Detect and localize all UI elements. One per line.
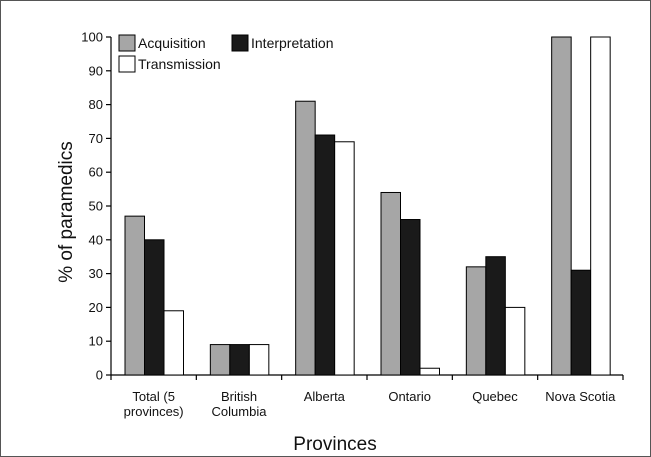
bar-transmission bbox=[248, 344, 270, 376]
bar-interpretation bbox=[570, 269, 592, 376]
x-category-label: British Columbia bbox=[212, 389, 268, 419]
x-category-label: Quebec bbox=[472, 389, 518, 404]
axes: 0 10 20 30 40 50 60 70 80 90 100 Total (5 provinces)… bbox=[81, 30, 624, 419]
x-axis-title: Provinces bbox=[293, 434, 376, 455]
bar-interpretation bbox=[485, 256, 506, 376]
y-tick-label: 30 bbox=[89, 266, 103, 281]
y-tick-label: 0 bbox=[96, 368, 103, 383]
bar-interpretation bbox=[314, 134, 336, 376]
x-category-label: Alberta bbox=[304, 389, 346, 404]
bar-transmission bbox=[504, 306, 526, 376]
legend-swatch-transmission bbox=[118, 55, 136, 73]
legend-swatch-interpretation bbox=[231, 34, 249, 52]
y-tick-label: 20 bbox=[89, 300, 103, 315]
bars bbox=[124, 36, 611, 376]
bar-acquisition bbox=[124, 215, 145, 376]
y-axis-title: % of paramedics bbox=[56, 141, 77, 283]
x-category-label: Total (5 provinces) bbox=[124, 389, 184, 419]
y-tick-label: 50 bbox=[89, 199, 103, 214]
bar-interpretation bbox=[229, 344, 250, 376]
y-tick-label: 90 bbox=[89, 63, 103, 78]
legend-label-transmission: Transmission bbox=[138, 56, 221, 72]
x-category-label: Ontario bbox=[388, 389, 431, 404]
y-tick-label: 100 bbox=[81, 30, 103, 45]
bar-transmission bbox=[590, 36, 611, 376]
bar-transmission bbox=[419, 367, 440, 376]
y-tick-label: 60 bbox=[89, 165, 103, 180]
y-tick-label: 40 bbox=[89, 232, 103, 247]
bar-acquisition bbox=[295, 100, 316, 376]
bar-acquisition bbox=[380, 191, 401, 376]
y-tick-label: 70 bbox=[89, 131, 103, 146]
bar-acquisition bbox=[551, 36, 572, 376]
bar-transmission bbox=[163, 310, 184, 376]
bar-interpretation bbox=[144, 239, 165, 376]
bar-transmission bbox=[334, 141, 355, 376]
y-tick-label: 80 bbox=[89, 97, 103, 112]
bar-acquisition bbox=[209, 344, 231, 376]
bar-interpretation bbox=[400, 219, 421, 376]
bar-acquisition bbox=[465, 266, 487, 376]
y-tick-label: 10 bbox=[89, 334, 103, 349]
legend-swatch-acquisition bbox=[118, 34, 136, 52]
legend-label-interpretation: Interpretation bbox=[251, 35, 334, 51]
legend-label-acquisition: Acquisition bbox=[138, 35, 206, 51]
x-category-label: Nova Scotia bbox=[545, 389, 616, 404]
legend: Acquisition Interpretation Transmission bbox=[118, 34, 334, 73]
